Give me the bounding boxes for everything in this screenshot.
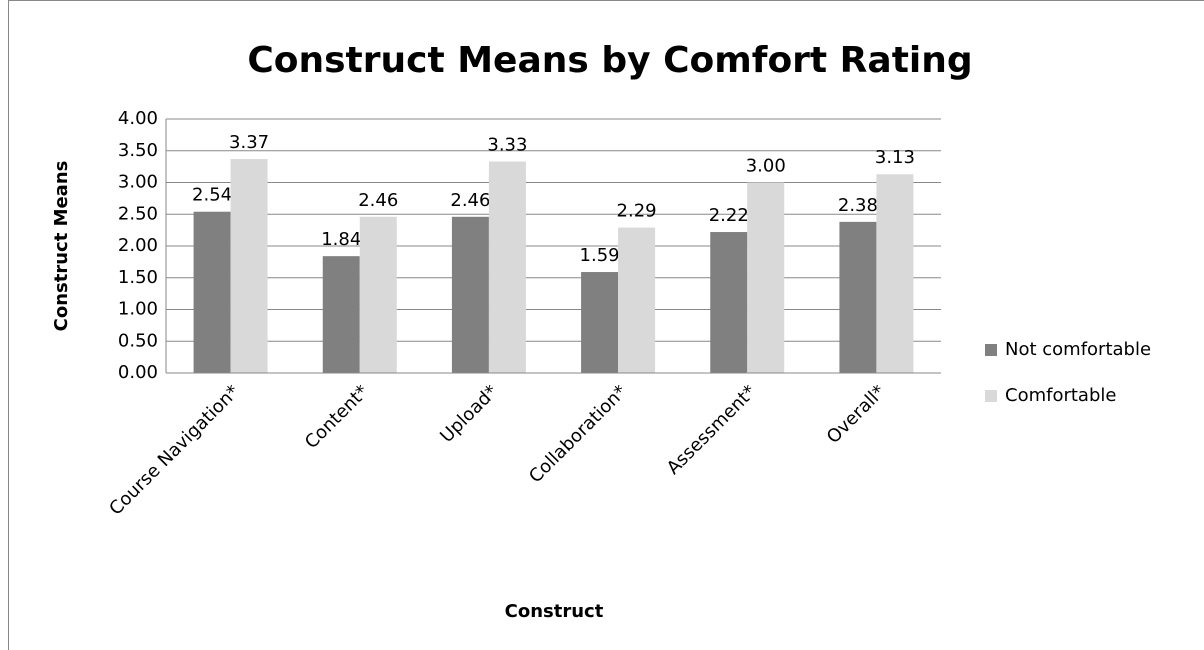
value-label: 1.84 — [321, 229, 361, 250]
y-tick-label: 2.50 — [118, 203, 158, 224]
bar — [747, 182, 785, 373]
value-label: 2.54 — [192, 185, 232, 206]
y-tick-label: 1.50 — [118, 267, 158, 288]
value-label: 2.38 — [838, 195, 878, 216]
value-label: 3.33 — [487, 135, 527, 156]
value-label: 2.22 — [709, 205, 749, 226]
bar — [322, 256, 360, 373]
y-tick-label: 0.00 — [118, 362, 158, 383]
x-axis-label: Construct — [505, 601, 604, 622]
value-label: 1.59 — [580, 245, 620, 266]
value-label: 3.13 — [875, 147, 915, 168]
chart-title: Construct Means by Comfort Rating — [247, 40, 972, 81]
bar — [451, 216, 489, 373]
value-label: 2.29 — [617, 201, 657, 222]
legend-swatch — [985, 390, 997, 402]
bar — [193, 211, 231, 373]
y-axis-label: Construct Means — [51, 161, 72, 332]
value-label: 2.46 — [450, 190, 490, 211]
legend-label: Not comfortable — [1005, 339, 1151, 360]
legend-label: Comfortable — [1005, 385, 1116, 406]
bar — [359, 216, 397, 373]
y-tick-label: 3.50 — [118, 140, 158, 161]
bar — [839, 221, 877, 373]
bar — [488, 161, 526, 373]
y-tick-label: 0.50 — [118, 330, 158, 351]
value-label: 2.46 — [358, 190, 398, 211]
bar — [581, 272, 619, 373]
bar — [876, 174, 914, 373]
y-tick-label: 1.00 — [118, 299, 158, 320]
bar — [230, 159, 268, 373]
y-tick-label: 2.00 — [118, 235, 158, 256]
y-tick-label: 4.00 — [118, 108, 158, 129]
legend-swatch — [985, 344, 997, 356]
value-label: 3.37 — [229, 132, 269, 153]
bar — [618, 227, 656, 373]
value-label: 3.00 — [746, 156, 786, 177]
bar — [710, 232, 748, 373]
y-tick-label: 3.00 — [118, 172, 158, 193]
